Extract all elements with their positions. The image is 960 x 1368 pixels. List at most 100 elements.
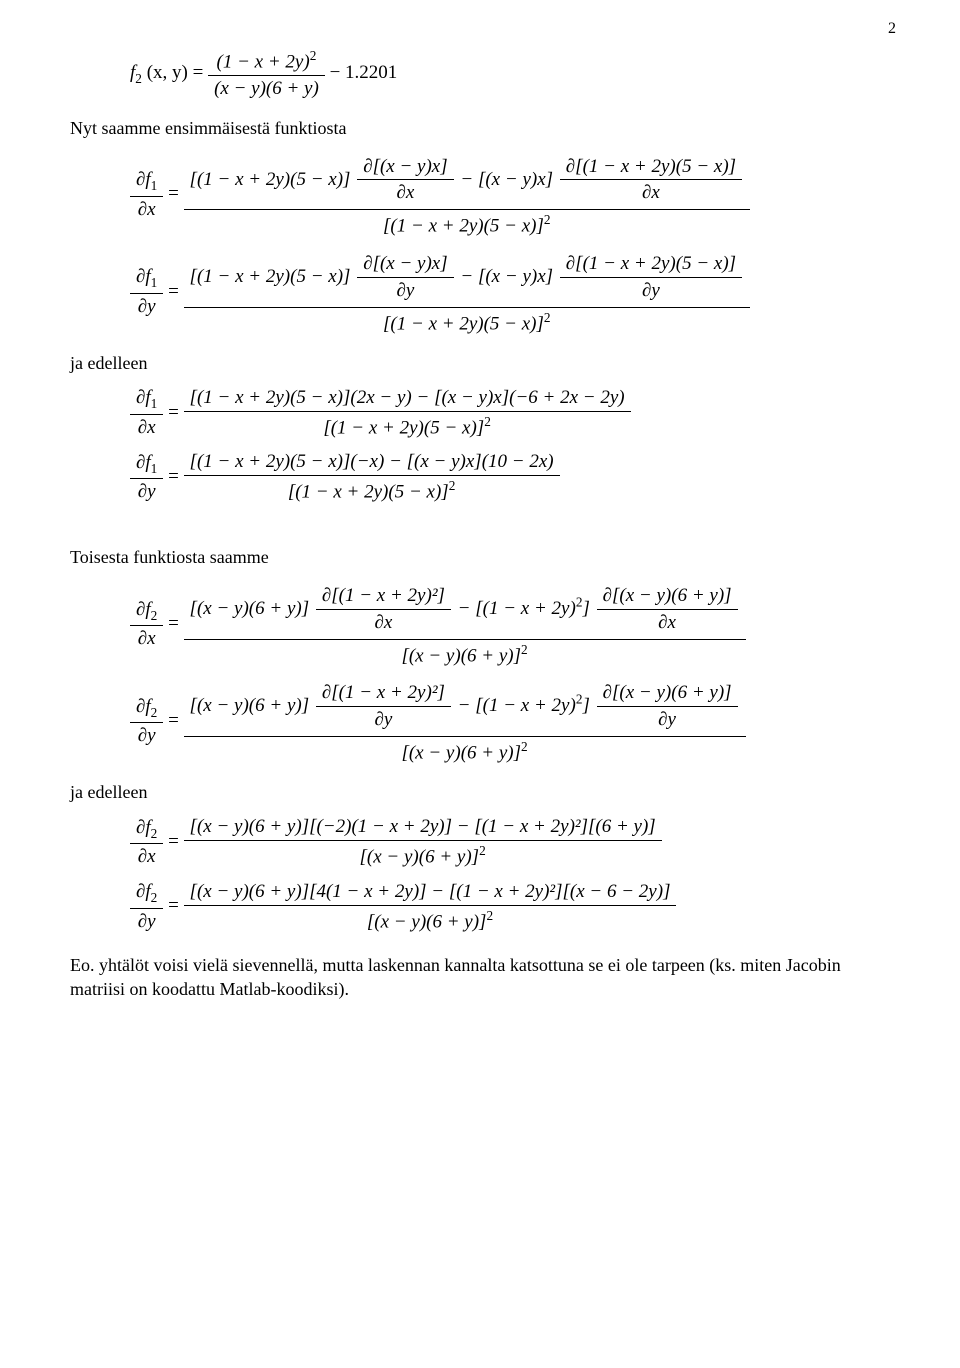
sym-dx: ∂x <box>130 414 163 441</box>
dnum2dy-num: ∂[(1 − x + 2y)²] <box>316 680 451 706</box>
sym-dy: ∂y <box>130 478 163 505</box>
sq: 2 <box>576 691 583 706</box>
dvdx-den: ∂x <box>560 179 742 206</box>
rhs-df1dx-long: [(1 − x + 2y)(5 − x)] ∂[(x − y)x] ∂x − [… <box>184 151 751 240</box>
denA2: [(1 − x + 2y)(5 − x)] <box>383 216 544 237</box>
df1dx-s-num: [(1 − x + 2y)(5 − x)](2x − y) − [(x − y)… <box>184 385 631 411</box>
sq: 2 <box>544 310 551 325</box>
equals: = <box>168 613 183 634</box>
sq: 2 <box>576 594 583 609</box>
denC2: [(x − y)(6 + y)] <box>360 847 480 868</box>
equals: = <box>168 402 183 423</box>
sym-dy: ∂y <box>130 293 163 320</box>
denC2: [(x − y)(6 + y)] <box>401 645 521 666</box>
equals: = <box>168 466 183 487</box>
dden2dy-den: ∂y <box>597 706 738 733</box>
sym-dx: ∂x <box>130 196 163 223</box>
denC2: [(x − y)(6 + y)] <box>401 742 521 763</box>
eq-f2-const: − 1.2201 <box>330 62 398 83</box>
term-D: (1 − x + 2y) <box>483 695 576 716</box>
lhs-df2dx: ∂f2 ∂x <box>130 597 163 653</box>
eq-df1dy-simpl: ∂f1 ∂y = [(1 − x + 2y)(5 − x)](−x) − [(x… <box>130 449 890 505</box>
sq: 2 <box>310 48 317 63</box>
sym-df: ∂f <box>136 169 151 190</box>
eq-df2dx-long: ∂f2 ∂x = [(x − y)(6 + y)] ∂[(1 − x + 2y)… <box>130 580 890 669</box>
term-B: (x − y)x <box>485 265 545 286</box>
df2dy-s-num: [(x − y)(6 + y)][4(1 − x + 2y)] − [(1 − … <box>184 879 677 905</box>
dudy-den: ∂y <box>357 277 453 304</box>
equals: = <box>168 183 183 204</box>
rhs-df1dx-s: [(1 − x + 2y)(5 − x)](2x − y) − [(x − y)… <box>184 385 631 441</box>
sym-dx: ∂x <box>130 625 163 652</box>
sym-dy: ∂y <box>130 908 163 935</box>
sym-dx: ∂x <box>130 843 163 870</box>
sq: 2 <box>449 478 456 493</box>
dudx-num: ∂[(x − y)x] <box>357 154 453 180</box>
eq-df2dy-long: ∂f2 ∂y = [(x − y)(6 + y)] ∂[(1 − x + 2y)… <box>130 677 890 766</box>
equals: = <box>168 710 183 731</box>
sym-df: ∂f <box>136 696 151 717</box>
rhs-df2dx-long: [(x − y)(6 + y)] ∂[(1 − x + 2y)²] ∂x − [… <box>184 580 746 669</box>
eq-df1dx-long: ∂f1 ∂x = [(1 − x + 2y)(5 − x)] ∂[(x − y)… <box>130 151 890 240</box>
page: 2 f2 (x, y) = (1 − x + 2y)2 (x − y)(6 + … <box>0 0 960 1368</box>
sym-df: ∂f <box>136 881 151 902</box>
sub-2: 2 <box>135 71 142 86</box>
lhs-df2dy: ∂f2 ∂y <box>130 694 163 750</box>
dvdy-num: ∂[(1 − x + 2y)(5 − x)] <box>560 251 742 277</box>
term-D: (1 − x + 2y) <box>483 598 576 619</box>
sub-2: 2 <box>151 607 158 622</box>
dvdy-den: ∂y <box>560 277 742 304</box>
sq: 2 <box>486 908 493 923</box>
sym-df: ∂f <box>136 817 151 838</box>
sym-df: ∂f <box>136 452 151 473</box>
term-A: (1 − x + 2y)(5 − x) <box>197 265 343 286</box>
rhs-df1dy-long: [(1 − x + 2y)(5 − x)] ∂[(x − y)x] ∂y − [… <box>184 248 751 337</box>
denA2: [(1 − x + 2y)(5 − x)] <box>383 313 544 334</box>
denC2: [(x − y)(6 + y)] <box>367 911 487 932</box>
dvdy: ∂[(1 − x + 2y)(5 − x)] ∂y <box>560 251 742 304</box>
eq-f2-num: (1 − x + 2y) <box>217 51 310 72</box>
dnum2dx-num: ∂[(1 − x + 2y)²] <box>316 583 451 609</box>
eq-args: (x, y) = <box>147 62 204 83</box>
sym-df: ∂f <box>136 266 151 287</box>
equals: = <box>168 281 183 302</box>
dnum2dy-den: ∂y <box>316 706 451 733</box>
dudx-den: ∂x <box>357 179 453 206</box>
eq-f2-frac: (1 − x + 2y)2 (x − y)(6 + y) <box>208 46 325 102</box>
eq-df1dx-simpl: ∂f1 ∂x = [(1 − x + 2y)(5 − x)](2x − y) −… <box>130 385 890 441</box>
df2dx-s-num: [(x − y)(6 + y)][(−2)(1 − x + 2y)] − [(1… <box>184 814 662 840</box>
dnum2dx: ∂[(1 − x + 2y)²] ∂x <box>316 583 451 636</box>
dden2dy: ∂[(x − y)(6 + y)] ∂y <box>597 680 738 733</box>
sub-1: 1 <box>151 460 158 475</box>
eq-df1dy-long: ∂f1 ∂y = [(1 − x + 2y)(5 − x)] ∂[(x − y)… <box>130 248 890 337</box>
sq: 2 <box>521 739 528 754</box>
eq-f2-den: (x − y)(6 + y) <box>208 75 325 102</box>
text-line-2a: ja edelleen <box>70 351 890 375</box>
equals: = <box>168 895 183 916</box>
denA2: [(1 − x + 2y)(5 − x)] <box>288 482 449 503</box>
sub-1: 1 <box>151 178 158 193</box>
sym-df: ∂f <box>136 599 151 620</box>
rhs-df2dy-long: [(x − y)(6 + y)] ∂[(1 − x + 2y)²] ∂y − [… <box>184 677 746 766</box>
text-line-3: Toisesta funktiosta saamme <box>70 545 890 569</box>
sub-2: 2 <box>151 890 158 905</box>
text-line-2b: ja edelleen <box>70 780 890 804</box>
sym-df: ∂f <box>136 387 151 408</box>
sq: 2 <box>479 843 486 858</box>
dden2dy-num: ∂[(x − y)(6 + y)] <box>597 680 738 706</box>
dnum2dx-den: ∂x <box>316 609 451 636</box>
page-number: 2 <box>888 20 896 38</box>
dudy-num: ∂[(x − y)x] <box>357 251 453 277</box>
rhs-df2dy-s: [(x − y)(6 + y)][4(1 − x + 2y)] − [(1 − … <box>184 879 677 935</box>
sub-1: 1 <box>151 396 158 411</box>
text-line-1: Nyt saamme ensimmäisestä funktiosta <box>70 116 890 140</box>
sq: 2 <box>521 642 528 657</box>
dnum2dy: ∂[(1 − x + 2y)²] ∂y <box>316 680 451 733</box>
dudx: ∂[(x − y)x] ∂x <box>357 154 453 207</box>
dden2dx-num: ∂[(x − y)(6 + y)] <box>597 583 738 609</box>
eq-df2dx-simpl: ∂f2 ∂x = [(x − y)(6 + y)][(−2)(1 − x + 2… <box>130 814 890 870</box>
term-C: (x − y)(6 + y) <box>197 598 302 619</box>
sym-dy: ∂y <box>130 722 163 749</box>
rhs-df1dy-s: [(1 − x + 2y)(5 − x)](−x) − [(x − y)x](1… <box>184 449 560 505</box>
eq-f2-definition: f2 (x, y) = (1 − x + 2y)2 (x − y)(6 + y)… <box>130 46 890 102</box>
